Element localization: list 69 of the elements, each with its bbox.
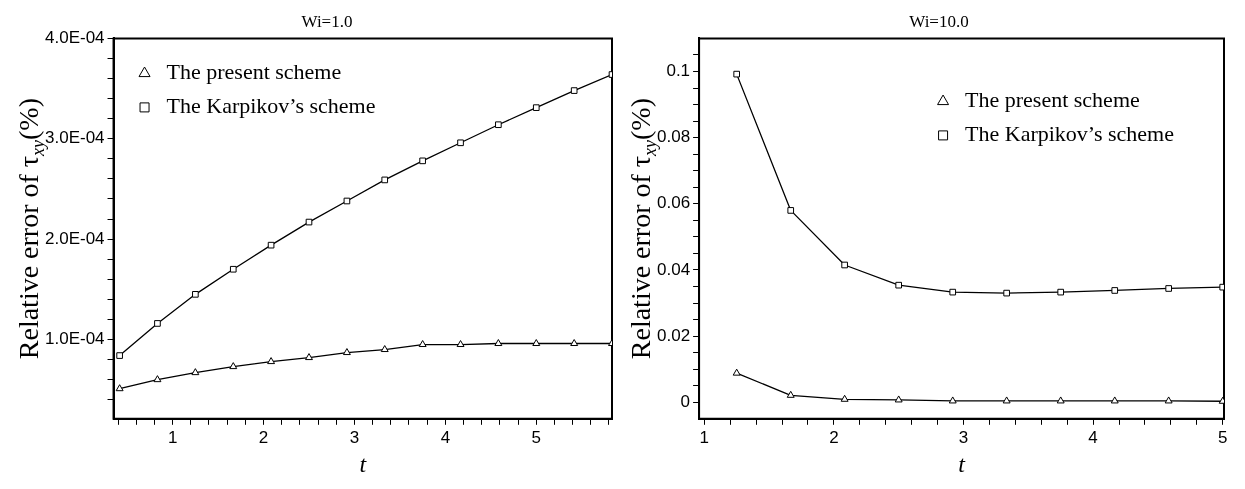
y-tick-label: 4.0E-04 xyxy=(44,28,105,48)
y-tick-label: 0.04 xyxy=(656,259,691,279)
point xyxy=(1110,396,1119,404)
x-tick-label: 4 xyxy=(440,427,451,447)
point xyxy=(116,352,123,359)
point xyxy=(732,368,741,376)
x-tick-label: 5 xyxy=(531,427,542,447)
point xyxy=(949,288,957,296)
y-tick-label: 2.0E-04 xyxy=(44,228,105,248)
point xyxy=(495,121,502,129)
y-tick-label: 1.0E-04 xyxy=(44,329,105,349)
point xyxy=(456,340,465,348)
point xyxy=(153,375,162,383)
legend-label: The Karpikov’s scheme xyxy=(166,93,376,119)
point xyxy=(457,139,464,147)
point xyxy=(532,339,541,347)
point xyxy=(343,197,351,205)
point xyxy=(380,345,389,353)
point xyxy=(532,104,540,111)
point xyxy=(570,87,578,94)
point xyxy=(1057,288,1065,296)
point xyxy=(840,394,849,402)
chart-title: Wi=1.0 xyxy=(301,11,353,31)
point xyxy=(733,70,740,78)
point xyxy=(494,339,503,347)
point xyxy=(229,265,237,273)
point xyxy=(1111,287,1119,294)
legend-label: The present scheme xyxy=(965,87,1140,113)
point xyxy=(192,291,199,298)
point xyxy=(1165,285,1172,292)
point xyxy=(894,395,903,403)
point xyxy=(570,339,579,347)
point xyxy=(841,261,848,269)
legend-label: The present scheme xyxy=(166,59,342,85)
chart-title: Wi=10.0 xyxy=(909,11,969,31)
point xyxy=(895,281,903,289)
x-tick-label: 2 xyxy=(258,427,269,447)
x-axis-title: t xyxy=(359,450,368,477)
legend-label: The Karpikov’s scheme xyxy=(965,121,1174,147)
point xyxy=(418,340,427,348)
point xyxy=(381,176,389,184)
point xyxy=(1056,396,1065,404)
point xyxy=(1002,396,1011,404)
y-tick-label: 0.1 xyxy=(666,61,691,81)
x-tick-label: 3 xyxy=(349,427,360,447)
x-tick-label: 5 xyxy=(1217,427,1228,447)
point xyxy=(419,157,426,165)
y-tick-label: 0 xyxy=(680,391,691,411)
point xyxy=(191,368,200,376)
point xyxy=(154,320,161,327)
point xyxy=(267,357,276,365)
y-tick-label: 0.06 xyxy=(656,193,691,213)
x-axis-title: t xyxy=(958,450,967,477)
point xyxy=(1164,396,1173,404)
point xyxy=(948,396,957,404)
x-tick-label: 1 xyxy=(167,427,178,447)
point xyxy=(305,353,313,361)
point xyxy=(342,348,351,356)
point xyxy=(115,384,124,392)
point xyxy=(267,241,275,249)
point xyxy=(305,218,313,226)
point xyxy=(229,362,238,370)
x-tick-label: 4 xyxy=(1088,427,1098,447)
point xyxy=(786,390,795,398)
x-tick-label: 3 xyxy=(958,427,969,447)
x-tick-label: 2 xyxy=(829,427,839,447)
point xyxy=(787,207,795,214)
x-tick-label: 1 xyxy=(699,427,710,447)
point xyxy=(1003,289,1010,297)
